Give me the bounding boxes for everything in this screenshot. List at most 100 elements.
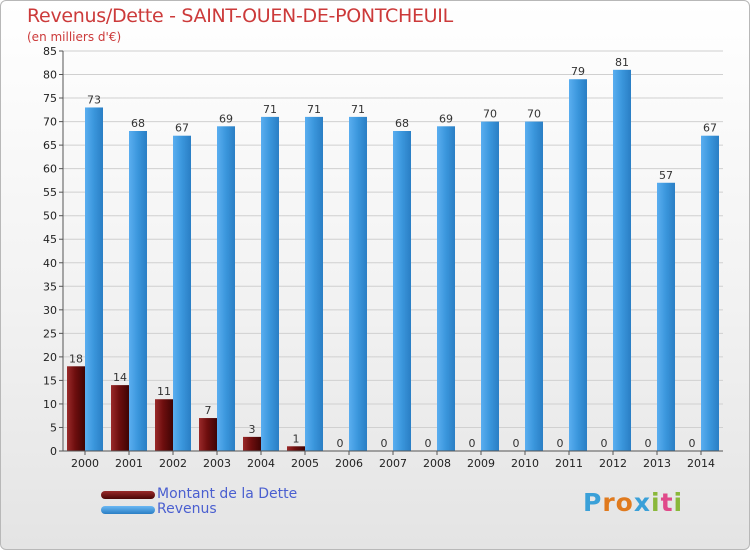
x-tick-label: 2014 — [687, 457, 715, 470]
value-label-dette: 0 — [381, 437, 388, 450]
legend-label-revenus: Revenus — [157, 501, 217, 517]
y-tick-label: 85 — [43, 45, 57, 58]
bar-revenus — [349, 116, 367, 451]
value-label-dette: 0 — [645, 437, 652, 450]
y-tick-label: 15 — [43, 374, 57, 387]
bar-revenus — [85, 107, 103, 452]
chart-title: Revenus/Dette - SAINT-OUEN-DE-PONTCHEUIL — [27, 5, 453, 27]
y-tick-label: 30 — [43, 304, 57, 317]
y-tick-label: 80 — [43, 69, 57, 82]
x-tick-label: 2012 — [599, 457, 627, 470]
value-labels: 18 73 14 68 11 67 7 69 3 71 1 71 0 71 0 68 0 69 0 70 0 70 0 79 0… — [69, 56, 717, 450]
y-tick-label: 10 — [43, 398, 57, 411]
proxiti-logo: Proxiti — [583, 488, 683, 517]
y-tick-label: 5 — [50, 421, 57, 434]
value-label-revenus: 71 — [307, 103, 321, 116]
y-tick-label: 50 — [43, 210, 57, 223]
bar-revenus — [525, 121, 543, 452]
logo-letter: r — [602, 488, 616, 517]
value-label-revenus: 57 — [659, 169, 673, 182]
bar-dette — [67, 366, 85, 451]
logo-letter: P — [583, 488, 603, 517]
logo-letter: i — [673, 488, 684, 517]
logo-letter: t — [660, 488, 674, 517]
logo-letter: x — [633, 488, 651, 517]
bars — [67, 69, 719, 452]
value-label-dette: 3 — [249, 423, 256, 436]
value-label-revenus: 68 — [131, 117, 145, 130]
y-tick-label: 40 — [43, 257, 57, 270]
x-tick-label: 2011 — [555, 457, 583, 470]
bar-revenus — [305, 116, 323, 451]
x-tick-label: 2005 — [291, 457, 319, 470]
value-label-revenus: 67 — [175, 122, 189, 135]
x-tick-label: 2008 — [423, 457, 451, 470]
x-tick-label: 2006 — [335, 457, 363, 470]
bar-dette — [155, 399, 173, 451]
bar-revenus — [569, 79, 587, 451]
value-label-dette: 0 — [513, 437, 520, 450]
x-tick-label: 2013 — [643, 457, 671, 470]
y-tick-label: 75 — [43, 92, 57, 105]
bar-revenus — [613, 69, 631, 451]
y-tick-label: 45 — [43, 233, 57, 246]
logo-letter: o — [615, 488, 634, 517]
bar-dette — [111, 385, 129, 451]
value-label-dette: 1 — [293, 432, 300, 445]
value-label-dette: 0 — [469, 437, 476, 450]
bar-dette — [243, 436, 261, 451]
chart-subtitle: (en milliers d'€) — [27, 30, 122, 44]
x-tick-label: 2010 — [511, 457, 539, 470]
bar-revenus — [173, 135, 191, 452]
bar-revenus — [657, 182, 675, 451]
bar-revenus — [217, 126, 235, 451]
x-tick-label: 2004 — [247, 457, 275, 470]
value-label-revenus: 71 — [263, 103, 277, 116]
value-label-revenus: 69 — [219, 112, 233, 125]
value-label-revenus: 73 — [87, 93, 101, 106]
value-label-dette: 0 — [337, 437, 344, 450]
y-tick-label: 60 — [43, 163, 57, 176]
bar-revenus — [437, 126, 455, 451]
value-label-dette: 0 — [689, 437, 696, 450]
bar-revenus — [701, 135, 719, 452]
value-label-revenus: 70 — [483, 108, 497, 121]
y-tick-label: 0 — [50, 445, 57, 458]
y-tick-label: 70 — [43, 116, 57, 129]
x-tick-label: 2007 — [379, 457, 407, 470]
x-tick-label: 2001 — [115, 457, 143, 470]
value-label-dette: 14 — [113, 371, 127, 384]
value-label-dette: 0 — [425, 437, 432, 450]
x-tick-label: 2002 — [159, 457, 187, 470]
value-label-dette: 18 — [69, 352, 83, 365]
bar-revenus — [481, 121, 499, 452]
x-tick-label: 2009 — [467, 457, 495, 470]
y-tick-label: 65 — [43, 139, 57, 152]
y-tick-label: 55 — [43, 186, 57, 199]
bar-dette — [287, 446, 305, 451]
value-label-dette: 7 — [205, 404, 212, 417]
y-tick-label: 25 — [43, 327, 57, 340]
bar-revenus — [393, 131, 411, 451]
legend-swatch-revenus — [101, 506, 155, 514]
value-label-revenus: 70 — [527, 108, 541, 121]
value-label-dette: 0 — [557, 437, 564, 450]
legend-swatch-dette — [101, 491, 155, 499]
y-tick-label: 20 — [43, 351, 57, 364]
bar-revenus — [261, 116, 279, 451]
value-label-revenus: 71 — [351, 103, 365, 116]
logo-letter: i — [651, 488, 661, 517]
value-label-revenus: 81 — [615, 56, 629, 69]
y-tick-label: 35 — [43, 280, 57, 293]
bar-revenus — [129, 131, 147, 451]
value-label-revenus: 68 — [395, 117, 409, 130]
value-label-revenus: 69 — [439, 112, 453, 125]
bar-dette — [199, 418, 217, 451]
legend-label-dette: Montant de la Dette — [157, 486, 298, 502]
x-axis-ticks: 2000 2001 2002 2003 2004 2005 2006 2007 2008 2009… — [71, 451, 715, 470]
x-tick-label: 2003 — [203, 457, 231, 470]
x-tick-label: 2000 — [71, 457, 99, 470]
value-label-revenus: 79 — [571, 65, 585, 78]
